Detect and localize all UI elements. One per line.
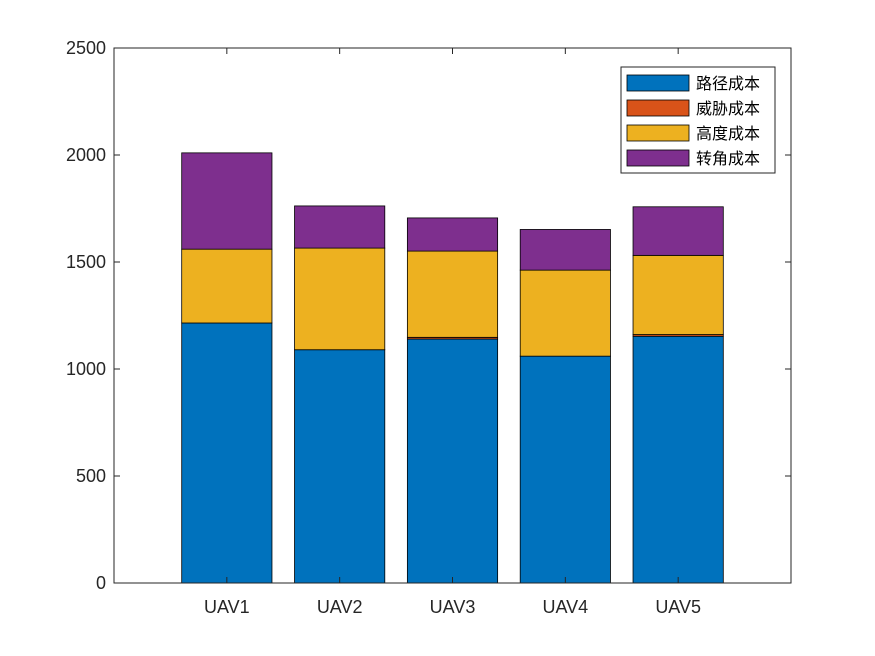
x-tick-label: UAV1: [204, 597, 250, 617]
bar-uav3-series-1: [406, 338, 499, 584]
bar-uav2-series-3: [294, 247, 386, 351]
legend-swatch: [626, 149, 690, 167]
bar-uav1-series-3: [181, 248, 273, 324]
ticks-layer: 0 500 1000 1500 2000 2500 UAV1 UAV2 UAV3 UAV4 UAV5: [66, 38, 791, 617]
x-tick-label: UAV5: [655, 597, 701, 617]
bar-uav3-series-3: [406, 250, 499, 338]
bar-uav1-series-4: [181, 152, 273, 250]
bars-layer: [181, 152, 724, 584]
y-tick-label: 500: [76, 466, 106, 486]
y-tick-label: 2000: [66, 145, 106, 165]
bar-uav2-series-4: [294, 205, 386, 249]
bar-uav3-series-4: [406, 217, 499, 252]
legend-label: 转角成本: [696, 149, 760, 168]
bar-uav4-series-4: [519, 229, 611, 271]
y-tick-label: 2500: [66, 38, 106, 58]
bar-uav4-series-3: [519, 269, 611, 357]
y-tick-label: 0: [96, 573, 106, 593]
y-tick-label: 1500: [66, 252, 106, 272]
legend-label: 威胁成本: [696, 99, 760, 118]
bar-uav5-series-3: [632, 254, 724, 335]
legend-swatch: [626, 74, 690, 92]
legend-label: 高度成本: [696, 124, 760, 143]
x-tick-label: UAV4: [542, 597, 588, 617]
bar-uav5-series-1: [632, 335, 724, 584]
bar-uav2-series-1: [294, 349, 386, 584]
bar-uav5-series-4: [632, 206, 724, 256]
legend-swatch: [626, 99, 690, 117]
x-tick-label: UAV3: [430, 597, 476, 617]
y-tick-label: 1000: [66, 359, 106, 379]
x-tick-label: UAV2: [317, 597, 363, 617]
legend-swatch: [626, 124, 690, 142]
bar-uav4-series-1: [519, 355, 611, 584]
bar-uav1-series-1: [181, 322, 273, 584]
legend-label: 路径成本: [696, 74, 760, 93]
